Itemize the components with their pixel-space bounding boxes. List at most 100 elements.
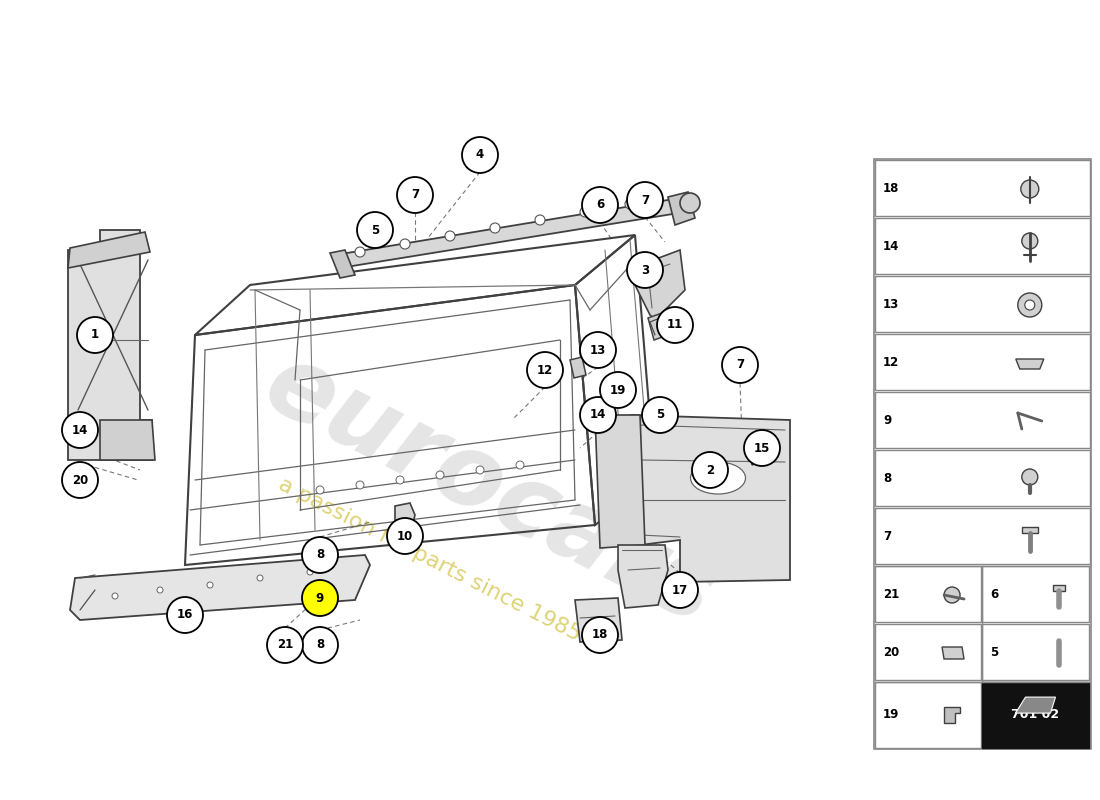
Polygon shape: [575, 598, 622, 642]
Circle shape: [1021, 180, 1038, 198]
FancyBboxPatch shape: [982, 566, 1089, 622]
Circle shape: [358, 212, 393, 248]
Text: 7: 7: [883, 530, 891, 542]
Text: 4: 4: [476, 149, 484, 162]
Text: 14: 14: [72, 423, 88, 437]
FancyBboxPatch shape: [874, 218, 1090, 274]
Circle shape: [1025, 300, 1035, 310]
FancyBboxPatch shape: [874, 392, 1090, 448]
Polygon shape: [570, 357, 586, 378]
Polygon shape: [618, 545, 668, 608]
Ellipse shape: [691, 462, 746, 494]
Circle shape: [944, 587, 960, 603]
Polygon shape: [748, 435, 764, 465]
Text: eurocars: eurocars: [249, 335, 732, 645]
Circle shape: [582, 187, 618, 223]
Text: 12: 12: [537, 363, 553, 377]
Circle shape: [207, 582, 213, 588]
Text: 14: 14: [883, 239, 900, 253]
Polygon shape: [1053, 585, 1065, 591]
Text: 6: 6: [596, 198, 604, 211]
Text: 13: 13: [590, 343, 606, 357]
Circle shape: [692, 452, 728, 488]
Text: 5: 5: [990, 646, 999, 658]
Circle shape: [580, 332, 616, 368]
Circle shape: [62, 462, 98, 498]
Circle shape: [580, 207, 590, 217]
Circle shape: [167, 597, 204, 633]
Circle shape: [397, 177, 433, 213]
Text: 12: 12: [883, 355, 900, 369]
Text: 18: 18: [592, 629, 608, 642]
Circle shape: [722, 347, 758, 383]
Text: 15: 15: [754, 442, 770, 454]
Circle shape: [310, 545, 330, 565]
FancyBboxPatch shape: [874, 276, 1090, 332]
Circle shape: [302, 580, 338, 616]
Circle shape: [657, 307, 693, 343]
Circle shape: [680, 193, 700, 213]
Circle shape: [582, 617, 618, 653]
Polygon shape: [330, 250, 355, 278]
Circle shape: [662, 572, 698, 608]
Text: 7: 7: [736, 358, 744, 371]
Circle shape: [490, 223, 500, 233]
Polygon shape: [68, 232, 150, 268]
Text: 10: 10: [397, 530, 414, 542]
Text: 14: 14: [590, 409, 606, 422]
Text: 19: 19: [883, 709, 900, 722]
Polygon shape: [70, 555, 370, 620]
Circle shape: [112, 593, 118, 599]
Text: 20: 20: [883, 646, 900, 658]
Circle shape: [1018, 293, 1042, 317]
Circle shape: [1022, 469, 1037, 485]
Text: 7: 7: [641, 194, 649, 206]
Circle shape: [62, 412, 98, 448]
Text: 20: 20: [72, 474, 88, 486]
Circle shape: [535, 215, 544, 225]
FancyBboxPatch shape: [874, 450, 1090, 506]
FancyBboxPatch shape: [874, 682, 981, 748]
Circle shape: [400, 239, 410, 249]
Circle shape: [516, 461, 524, 469]
Text: 2: 2: [706, 463, 714, 477]
FancyBboxPatch shape: [874, 566, 981, 622]
Text: 13: 13: [883, 298, 900, 310]
Circle shape: [527, 352, 563, 388]
Polygon shape: [1015, 697, 1056, 713]
Text: 16: 16: [177, 609, 194, 622]
Text: 11: 11: [667, 318, 683, 331]
Circle shape: [476, 466, 484, 474]
Circle shape: [307, 569, 314, 575]
Text: 5: 5: [371, 223, 380, 237]
Circle shape: [310, 638, 330, 658]
Polygon shape: [68, 230, 152, 460]
Polygon shape: [336, 198, 685, 268]
Circle shape: [446, 231, 455, 241]
Polygon shape: [668, 192, 695, 225]
Circle shape: [627, 252, 663, 288]
Text: 8: 8: [883, 471, 891, 485]
Text: a passion for parts since 1985: a passion for parts since 1985: [275, 474, 584, 646]
Circle shape: [436, 471, 444, 479]
Circle shape: [257, 575, 263, 581]
Polygon shape: [100, 420, 155, 460]
Text: 8: 8: [316, 549, 324, 562]
Text: 6: 6: [990, 587, 999, 601]
Polygon shape: [648, 313, 668, 340]
Text: 1: 1: [91, 329, 99, 342]
FancyBboxPatch shape: [874, 334, 1090, 390]
Text: 8: 8: [316, 638, 324, 651]
Text: 21: 21: [277, 638, 293, 651]
Circle shape: [642, 397, 678, 433]
FancyBboxPatch shape: [874, 160, 1090, 216]
Polygon shape: [944, 707, 960, 723]
Polygon shape: [395, 503, 415, 538]
Text: 9: 9: [883, 414, 891, 426]
Text: 3: 3: [641, 263, 649, 277]
Polygon shape: [942, 647, 964, 659]
FancyBboxPatch shape: [982, 682, 1089, 748]
Circle shape: [267, 627, 303, 663]
Polygon shape: [630, 250, 685, 320]
Text: 17: 17: [672, 583, 689, 597]
